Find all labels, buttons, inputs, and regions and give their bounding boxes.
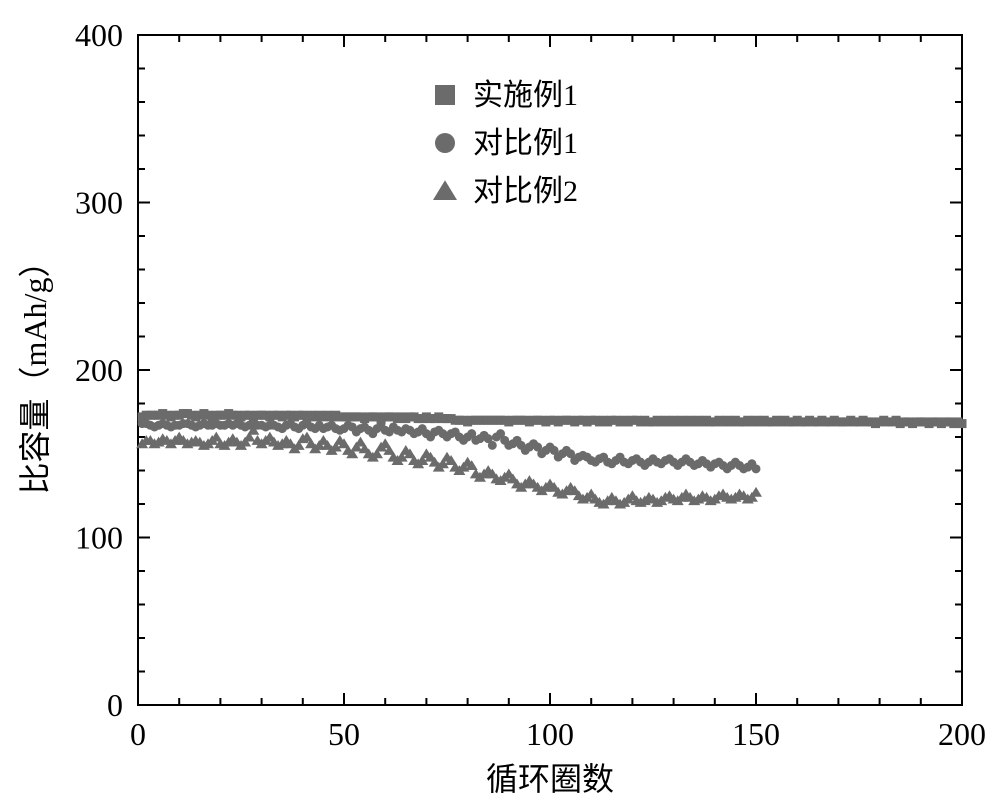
legend-label-1: 对比例1 — [473, 127, 578, 160]
chart-svg: 0 50 100 150 200 0 100 200 300 400 循环圈数 比容量（mAh/g） 实… — [0, 0, 1000, 809]
y-tick-label: 300 — [75, 185, 123, 221]
y-tick-label: 0 — [107, 687, 123, 723]
legend-label-0: 实施例1 — [473, 79, 578, 112]
x-tick-label: 200 — [938, 716, 986, 752]
x-tick-label: 150 — [732, 716, 780, 752]
y-tick-label: 400 — [75, 17, 123, 53]
y-tick-label: 200 — [75, 352, 123, 388]
y-tick-label: 100 — [75, 520, 123, 556]
x-tick-label: 0 — [130, 716, 146, 752]
chart-container: 0 50 100 150 200 0 100 200 300 400 循环圈数 比容量（mAh/g） 实… — [0, 0, 1000, 809]
x-tick-label: 50 — [328, 716, 360, 752]
legend-label-2: 对比例2 — [473, 175, 578, 208]
x-tick-label: 100 — [526, 716, 574, 752]
y-axis-label: 比容量（mAh/g） — [17, 246, 53, 495]
x-axis-label: 循环圈数 — [486, 761, 614, 797]
